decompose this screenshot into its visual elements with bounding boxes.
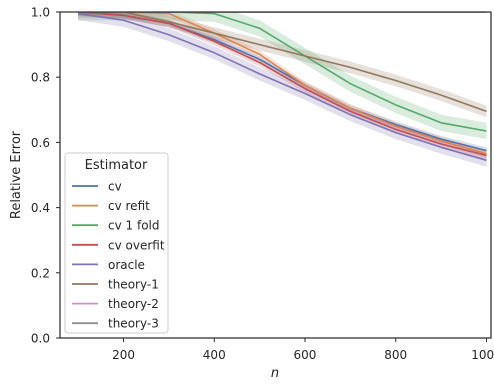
- y-tick-label: 0.2: [31, 266, 50, 280]
- series-line-cv-1-fold: [78, 12, 487, 132]
- series-line-theory-1: [78, 12, 487, 113]
- x-tick-label: 1000: [471, 348, 494, 362]
- legend-label-theory-3: theory-3: [108, 317, 159, 331]
- legend: Estimator cv cv refit cv 1 fold cv overfit o…: [64, 152, 169, 334]
- x-tick-label: 200: [112, 348, 135, 362]
- legend-label-oracle: oracle: [108, 258, 145, 272]
- series-band-cv: [78, 12, 487, 154]
- series-line-oracle: [77, 12, 487, 162]
- legend-title: Estimator: [85, 158, 148, 173]
- series-band-cv-overfit: [78, 12, 487, 160]
- series-line-cv-overfit: [78, 12, 487, 157]
- legend-label-cv-refit: cv refit: [108, 199, 150, 213]
- plot-frame: [59, 11, 492, 339]
- y-tick-label: 0.8: [31, 71, 50, 85]
- x-tick-label: 400: [203, 348, 226, 362]
- x-tick-label: 800: [384, 348, 407, 362]
- legend-label-theory-1: theory-1: [108, 278, 159, 292]
- y-axis-label: Relative Error: [9, 130, 24, 219]
- y-tick-label: 0.4: [31, 201, 50, 215]
- x-tick-label: 600: [294, 348, 317, 362]
- y-tick-label: 1.0: [31, 6, 50, 20]
- legend-box: [64, 152, 169, 334]
- series-band-cv-1-fold: [78, 12, 487, 140]
- y-tick-label: 0.6: [31, 136, 50, 150]
- y-tick-label: 0.0: [31, 332, 50, 346]
- legend-label-theory-2: theory-2: [108, 297, 159, 311]
- x-axis-label: n: [271, 366, 279, 381]
- legend-label-cv-1-fold: cv 1 fold: [108, 219, 159, 233]
- legend-label-cv-overfit: cv overfit: [108, 238, 165, 252]
- legend-label-cv: cv: [108, 180, 122, 194]
